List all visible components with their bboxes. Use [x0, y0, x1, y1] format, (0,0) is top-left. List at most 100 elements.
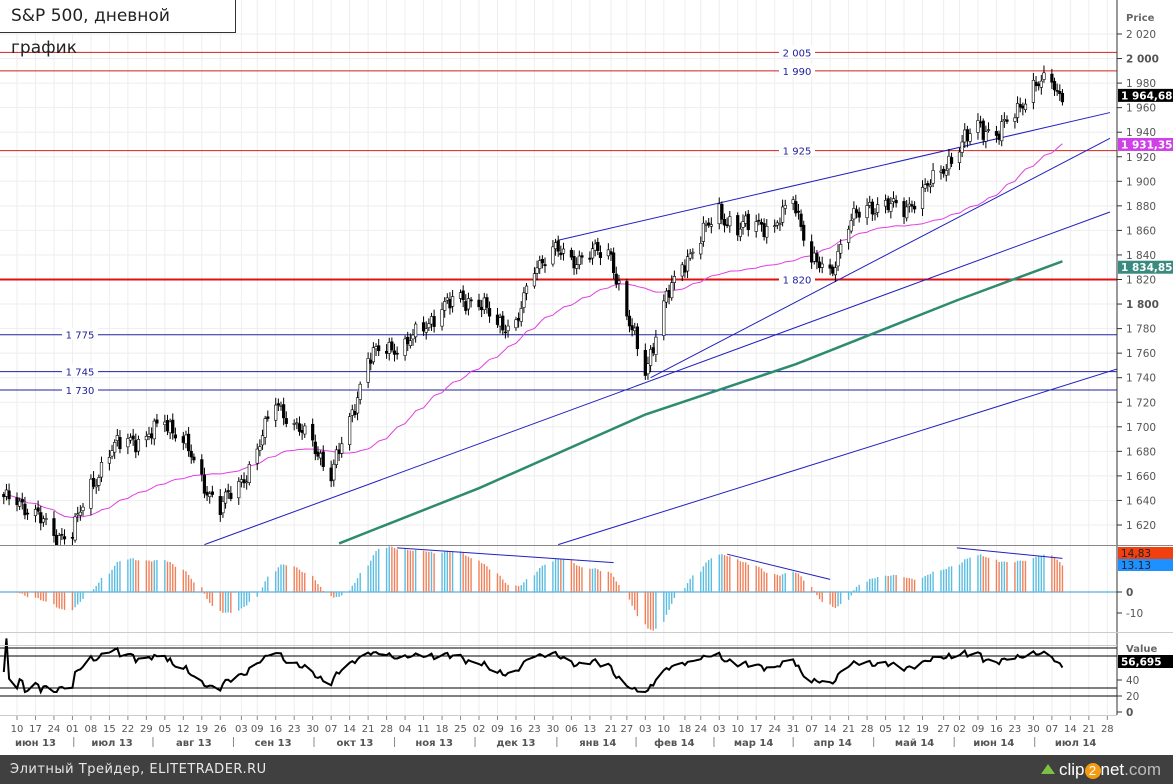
price-tick-label: 1 840 [1126, 250, 1156, 262]
candle-up [986, 129, 991, 131]
candle-up [876, 204, 880, 213]
candle-down [794, 201, 798, 214]
date-tick-label: 23 [1009, 724, 1022, 735]
candle-down [353, 411, 357, 416]
candlesticks [2, 65, 1065, 545]
date-tick-label: 01 [66, 724, 79, 735]
date-tick-label: 16 [990, 724, 1003, 735]
candle-down [1052, 81, 1057, 91]
candle-down [1018, 103, 1022, 108]
date-tick-label: 02 [473, 724, 486, 735]
candle-down [1034, 81, 1038, 87]
candle-up [429, 316, 434, 325]
candle-up [976, 120, 980, 133]
candle-up [728, 216, 732, 227]
trendline [558, 368, 1117, 545]
candle-up [355, 397, 360, 414]
date-tick-label: 16 [269, 724, 282, 735]
rsi-tag [1118, 655, 1173, 668]
date-tick-label: 17 [750, 724, 763, 735]
candle-down [202, 474, 207, 494]
price-tick-label: 2 000 [1126, 54, 1159, 66]
candle-down [910, 204, 914, 207]
candle-down [926, 183, 930, 186]
candle-up [44, 518, 48, 520]
candle-up [506, 325, 510, 332]
candle-down [683, 265, 687, 273]
candle-down [580, 255, 584, 258]
grid [0, 0, 1117, 715]
candle-up [968, 133, 972, 142]
candle-down [635, 326, 639, 350]
price-tick-label: 1 860 [1126, 225, 1156, 237]
macd-tag-label: 13.13 [1121, 560, 1151, 572]
candle-down [886, 198, 890, 210]
candle-down [757, 219, 761, 222]
candle-up [883, 200, 888, 207]
date-tick-label: 14 [343, 724, 356, 735]
candle-up [699, 243, 703, 255]
candle-down [218, 496, 222, 515]
date-tick-label: 09 [251, 724, 264, 735]
rsi-tick-label: 0 [1126, 707, 1133, 719]
trendline [558, 112, 1111, 241]
candle-up [704, 224, 708, 226]
candle-down [91, 478, 96, 487]
price-tick-label: 1 940 [1126, 127, 1156, 139]
candle-up [849, 220, 853, 232]
candle-up [318, 453, 323, 459]
horizontal-levels: 2 005 1 990 1 925 1 820 1 775 1 745 1 730 [0, 45, 1117, 397]
trendline [204, 211, 1111, 545]
candle-up [717, 203, 721, 225]
candle-up [846, 228, 851, 243]
candle-down [54, 534, 59, 545]
level-label-bg [779, 143, 815, 156]
candle-up [274, 404, 278, 421]
candle-down [1021, 105, 1025, 109]
candle-up [944, 170, 948, 176]
candle-up [18, 500, 22, 507]
price-tick-label: 1 780 [1126, 324, 1156, 336]
candle-down [810, 241, 814, 263]
candle-up [239, 479, 244, 483]
candle-down [284, 418, 288, 424]
price-tick-label: 1 820 [1126, 275, 1156, 287]
candle-down [60, 534, 64, 536]
candle-up [839, 244, 843, 254]
date-tick-label: 18 [436, 724, 449, 735]
candle-up [538, 260, 542, 269]
candle-up [427, 323, 431, 329]
candle-down [229, 492, 233, 499]
price-tick-label: 1 720 [1126, 397, 1156, 409]
date-tick-label: 28 [861, 724, 874, 735]
candle-up [820, 263, 824, 268]
candle-up [672, 276, 676, 283]
rsi-tag-label: 56,695 [1121, 657, 1162, 669]
candle-down [722, 219, 727, 226]
macd-divergence-line [956, 547, 1063, 559]
candle-down [173, 434, 178, 439]
candle-up [791, 199, 795, 204]
candle-down [192, 456, 196, 461]
candle-up [754, 221, 758, 232]
candle-up [593, 243, 597, 251]
candle-down [997, 133, 1001, 140]
candle-down [1037, 83, 1041, 86]
level-label-bg [779, 63, 815, 76]
candle-up [482, 297, 486, 311]
month-label: апр 14 [814, 738, 852, 749]
date-tick-label: 16 [510, 724, 523, 735]
date-tick-label: 24 [694, 724, 707, 735]
date-tick-label: 17 [29, 724, 42, 735]
candle-up [535, 267, 539, 274]
candle-up [458, 292, 463, 299]
candle-up [89, 478, 93, 509]
candle-up [332, 463, 336, 481]
candle-up [247, 464, 251, 483]
candle-up [334, 449, 339, 465]
candle-down [242, 479, 246, 484]
candle-up [577, 255, 581, 265]
candle-up [348, 416, 352, 445]
candle-down [828, 264, 832, 269]
date-tick-label: 30 [1027, 724, 1040, 735]
